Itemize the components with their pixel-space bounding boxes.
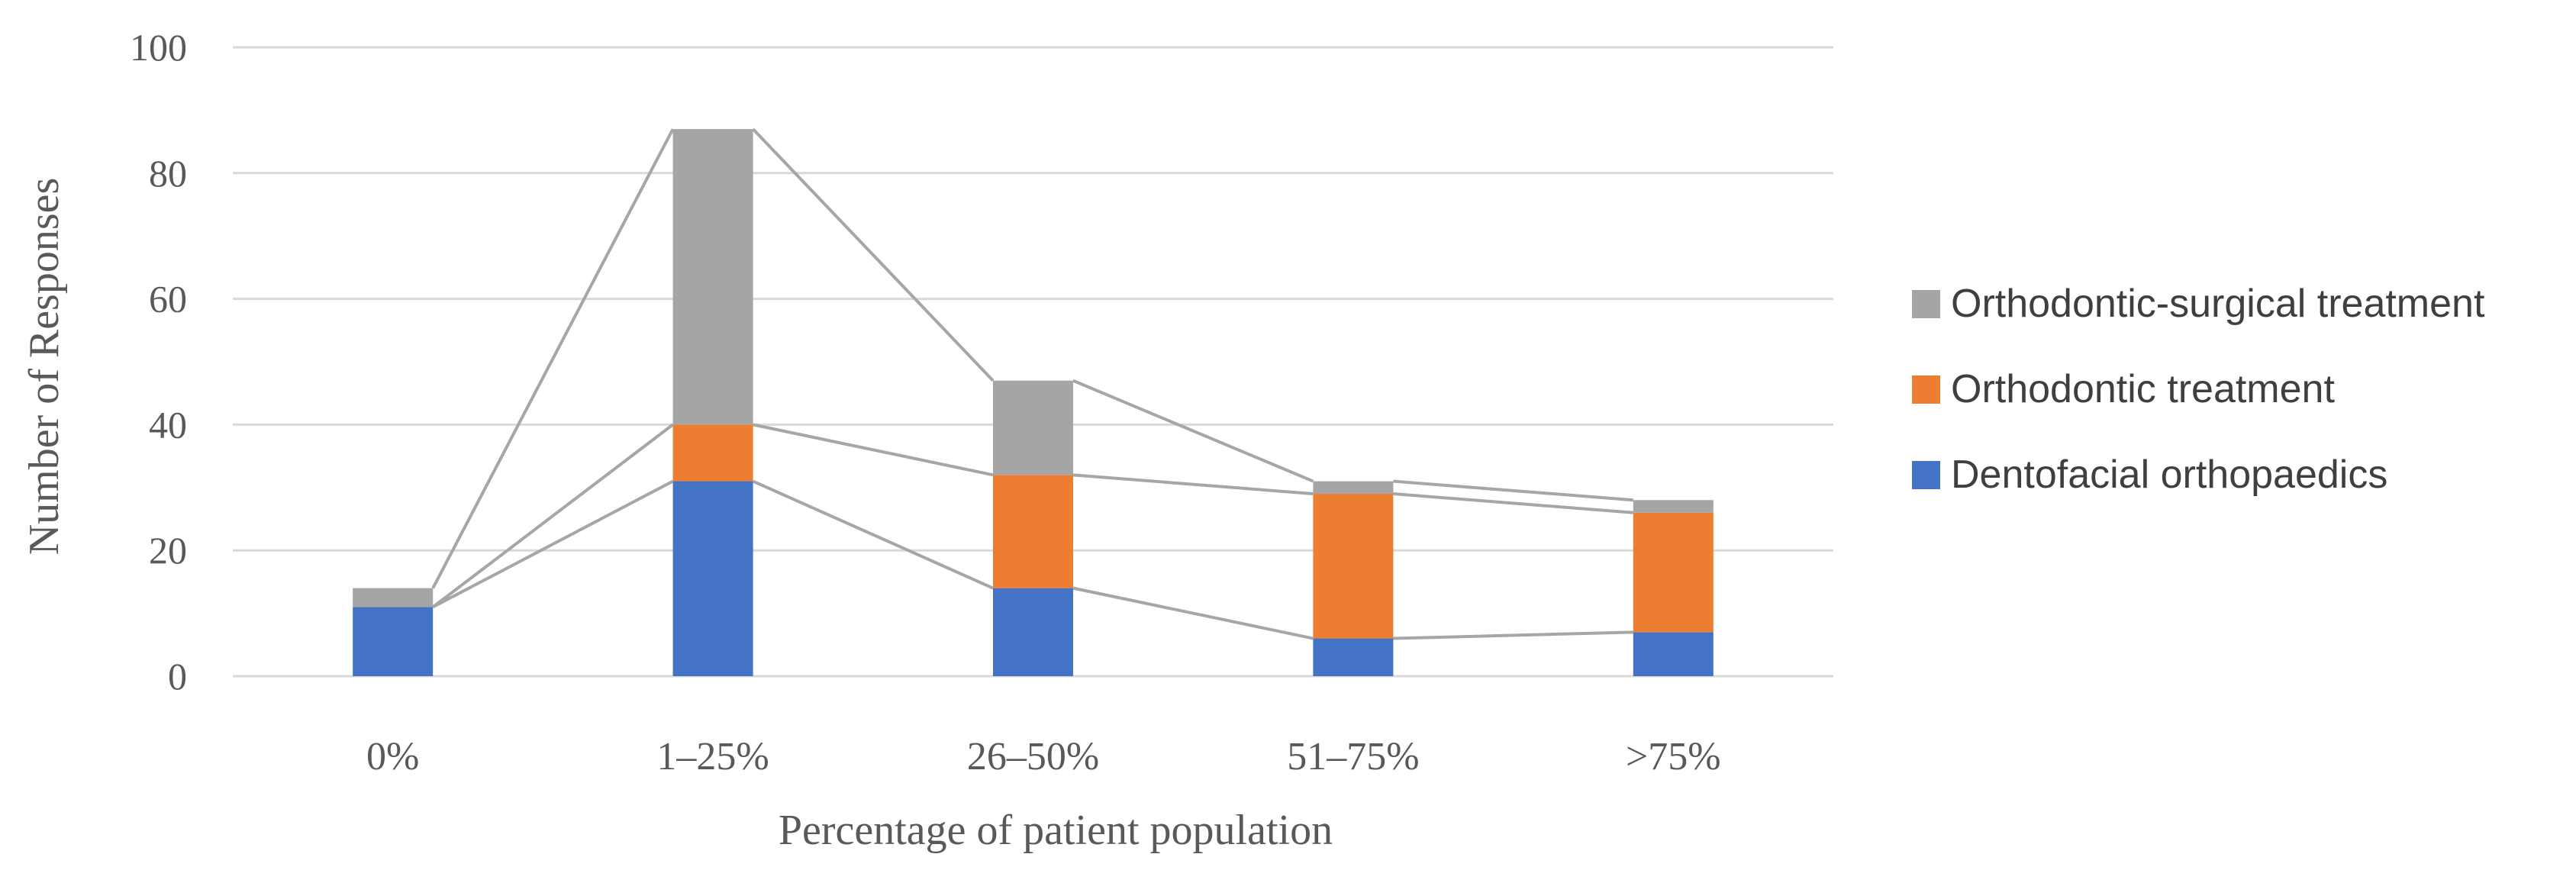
legend-swatch-gray-icon [1912, 289, 1940, 318]
series-line-orthodontic-treatment [431, 423, 674, 608]
legend-label: Orthodontic treatment [1951, 367, 2335, 411]
series-line-dentofacial-orthopaedics [1072, 586, 1314, 640]
y-tick-label: 20 [149, 529, 187, 572]
legend-item-orthodontic-surgical-treatment: Orthodontic-surgical treatment [1912, 282, 2484, 326]
bar-segment-orthodontic-surgical-treatment-0 [353, 588, 434, 607]
legend-label: Dentofacial orthopaedics [1951, 453, 2388, 497]
bar-segment-orthodontic-treatment-75 [1633, 512, 1714, 633]
y-tick-label: 60 [149, 278, 187, 321]
legend-item-orthodontic-treatment: Orthodontic treatment [1912, 367, 2484, 411]
series-line-orthodontic-surgical-treatment [1072, 379, 1314, 483]
series-line-orthodontic-surgical-treatment [752, 127, 995, 382]
y-tick-label: 100 [130, 26, 187, 69]
bar-segment-orthodontic-surgical-treatment-1-25 [672, 129, 753, 425]
bar-segment-dentofacial-orthopaedics-75 [1633, 632, 1714, 676]
x-tick-label: >75% [1626, 735, 1721, 778]
bar-segment-dentofacial-orthopaedics-51-75 [1313, 638, 1394, 676]
series-line-orthodontic-surgical-treatment [1393, 479, 1633, 502]
bar-segment-dentofacial-orthopaedics-0 [353, 607, 434, 676]
bar-segment-dentofacial-orthopaedics-26-50 [993, 588, 1073, 676]
x-tick-label: 51–75% [1287, 735, 1419, 778]
y-axis-title: Number of Responses [21, 177, 68, 556]
bar-segment-orthodontic-surgical-treatment-51-75 [1313, 481, 1394, 495]
legend-swatch-blue-icon [1912, 460, 1940, 489]
series-line-orthodontic-treatment [1072, 473, 1314, 496]
bar-segment-dentofacial-orthopaedics-1-25 [672, 481, 753, 676]
bar-segment-orthodontic-surgical-treatment-75 [1633, 500, 1714, 513]
series-line-dentofacial-orthopaedics [752, 479, 994, 590]
legend-item-dentofacial-orthopaedics: Dentofacial orthopaedics [1912, 453, 2484, 497]
bar-segment-orthodontic-treatment-1-25 [672, 424, 753, 482]
y-tick-label: 0 [168, 655, 187, 698]
x-tick-label: 0% [366, 735, 419, 778]
y-tick-label: 80 [149, 152, 187, 195]
legend-label: Orthodontic-surgical treatment [1951, 282, 2485, 326]
series-line-dentofacial-orthopaedics [1393, 630, 1633, 640]
bar-segment-orthodontic-treatment-51-75 [1313, 494, 1394, 639]
legend: Orthodontic-surgical treatment Orthodont… [1912, 282, 2484, 497]
legend-swatch-orange-icon [1912, 375, 1940, 404]
x-axis-title: Percentage of patient population [778, 807, 1333, 854]
series-line-orthodontic-surgical-treatment [431, 128, 675, 589]
series-line-orthodontic-treatment [1393, 492, 1633, 514]
bar-segment-orthodontic-surgical-treatment-26-50 [993, 380, 1073, 475]
y-tick-label: 40 [149, 403, 187, 446]
x-tick-label: 1–25% [656, 735, 769, 778]
x-tick-label: 26–50% [967, 735, 1099, 778]
bar-segment-orthodontic-treatment-26-50 [993, 475, 1073, 588]
series-line-dentofacial-orthopaedics [432, 479, 674, 609]
series-line-orthodontic-treatment [753, 423, 994, 477]
